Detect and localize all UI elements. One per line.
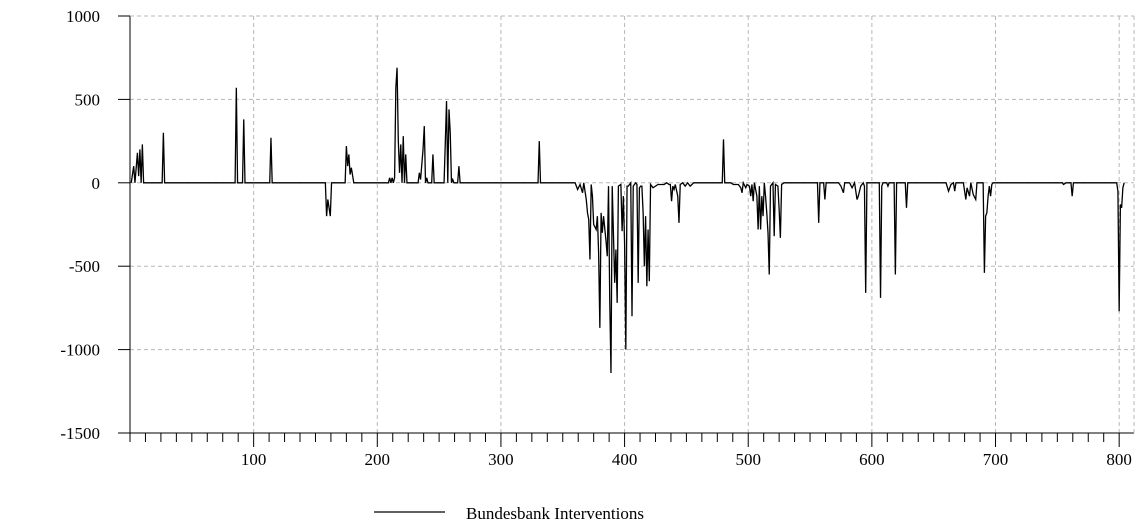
y-tick-label-5: -1500 bbox=[60, 424, 100, 443]
x-tick-label-2: 300 bbox=[488, 450, 514, 469]
y-tick-label-4: -1000 bbox=[60, 341, 100, 360]
x-tick-label-7: 800 bbox=[1106, 450, 1132, 469]
x-tick-label-0: 100 bbox=[241, 450, 267, 469]
x-tick-label-6: 700 bbox=[983, 450, 1009, 469]
series-line-0 bbox=[130, 67, 1125, 373]
plot-frame bbox=[129, 15, 1135, 434]
x-tick-label-5: 600 bbox=[859, 450, 885, 469]
y-axis: 1000 500 0 -500 -1000 -1500 bbox=[60, 7, 130, 443]
y-tick-label-2: 0 bbox=[92, 174, 101, 193]
y-tick-label-3: -500 bbox=[69, 257, 100, 276]
grid-lines bbox=[130, 16, 1134, 433]
x-tick-label-4: 500 bbox=[735, 450, 761, 469]
x-axis: 100 200 300 400 500 600 700 800 bbox=[129, 433, 1132, 469]
y-tick-label-1: 500 bbox=[75, 90, 101, 109]
x-tick-label-3: 400 bbox=[612, 450, 638, 469]
legend-label-0: Bundesbank Interventions bbox=[466, 504, 644, 523]
legend: Bundesbank Interventions bbox=[374, 504, 644, 523]
series-layer bbox=[130, 67, 1125, 373]
x-tick-label-1: 200 bbox=[365, 450, 391, 469]
y-tick-label-0: 1000 bbox=[66, 7, 100, 26]
